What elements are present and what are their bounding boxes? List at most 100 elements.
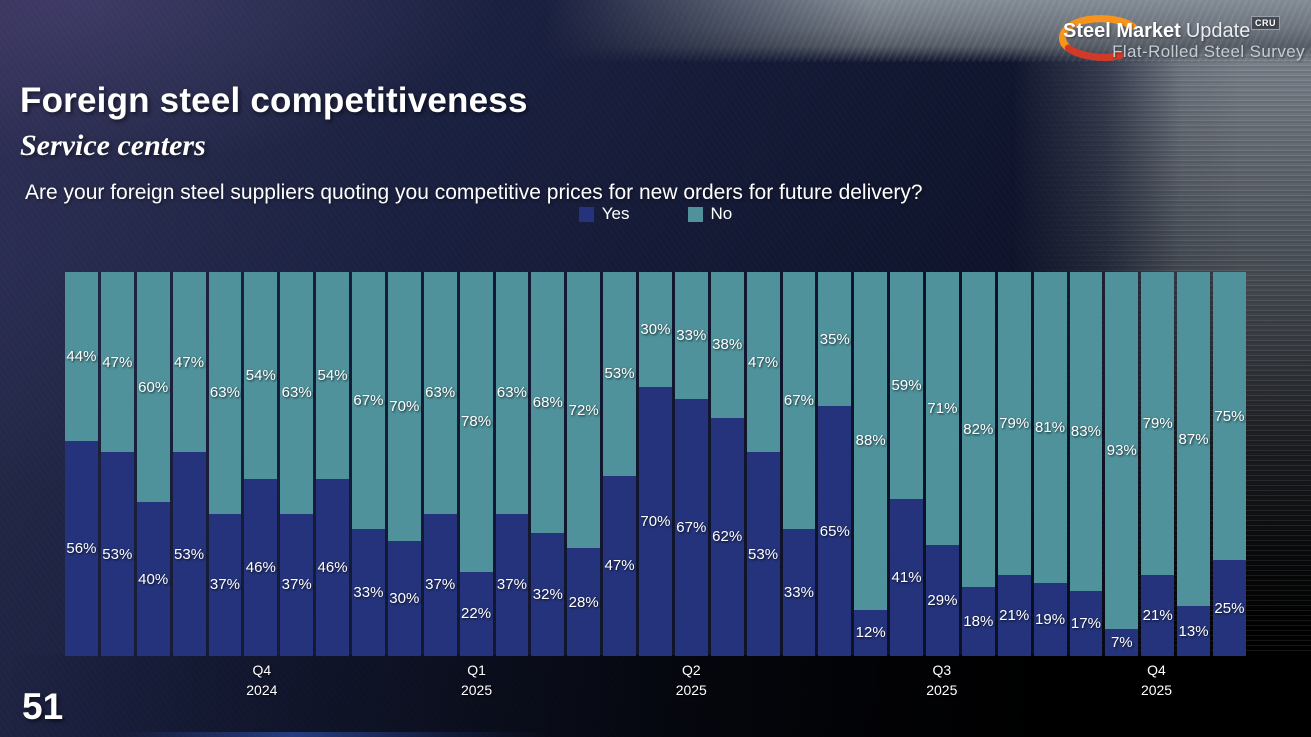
no-segment: 68%	[531, 272, 565, 534]
bar-group: 63% 37%	[423, 272, 457, 656]
no-segment: 38%	[710, 272, 744, 418]
no-segment: 79%	[997, 272, 1031, 576]
bar-group: 63% 37%	[495, 272, 529, 656]
yes-segment: 21%	[997, 575, 1031, 656]
no-value-label: 47%	[748, 353, 779, 371]
no-segment: 30%	[639, 272, 672, 388]
no-segment: 75%	[1213, 272, 1246, 560]
no-segment: 44%	[65, 272, 98, 441]
yes-value-label: 65%	[819, 522, 850, 540]
no-value-label: 67%	[783, 392, 814, 410]
yes-segment: 56%	[65, 440, 98, 656]
yes-value-label: 17%	[1070, 614, 1101, 632]
yes-value-label: 46%	[245, 559, 276, 577]
no-segment: 63%	[495, 272, 529, 514]
x-axis-quarter-label: Q2 2025	[675, 662, 707, 698]
no-segment: 82%	[961, 272, 995, 587]
x-axis-quarter-label: Q1 2025	[460, 662, 493, 698]
yes-value-label: 30%	[389, 589, 420, 607]
yes-value-label: 28%	[568, 593, 599, 611]
no-value-label: 63%	[425, 384, 456, 402]
no-value-label: 68%	[532, 394, 563, 412]
logo-swoosh-icon	[1059, 15, 1137, 61]
no-value-label: 71%	[927, 399, 958, 417]
yes-value-label: 67%	[676, 518, 707, 536]
bar-group: 79% 21%	[1141, 272, 1175, 656]
no-segment: 60%	[136, 272, 170, 503]
page-subtitle: Service centers	[20, 128, 206, 162]
no-segment: 67%	[352, 272, 385, 530]
legend-item-yes: Yes	[578, 204, 630, 224]
no-value-label: 67%	[353, 392, 384, 410]
no-value-label: 38%	[712, 336, 743, 354]
bar-group: 88% 12%	[854, 272, 888, 656]
yes-value-label: 13%	[1178, 622, 1209, 640]
bar-group: 72% 28%	[567, 272, 601, 656]
no-value-label: 63%	[281, 384, 312, 402]
bar-group: 30% 70%	[639, 272, 672, 656]
x-axis-year-label: 2025	[926, 682, 958, 698]
yes-value-label: 41%	[891, 568, 922, 586]
bar-group: 54% 46%	[316, 272, 349, 656]
no-segment: 70%	[387, 272, 421, 541]
yes-segment: 46%	[316, 479, 349, 656]
yes-segment: 37%	[495, 513, 529, 656]
no-segment: 59%	[890, 272, 923, 499]
yes-segment: 33%	[352, 529, 385, 656]
no-segment: 47%	[746, 272, 780, 453]
bar-group: 47% 53%	[172, 272, 206, 656]
yes-value-label: 62%	[712, 528, 743, 546]
bottom-accent-line	[120, 732, 550, 737]
no-value-label: 70%	[389, 397, 420, 415]
yes-value-label: 40%	[138, 570, 169, 588]
yes-value-label: 70%	[640, 513, 671, 531]
bar-group: 67% 33%	[352, 272, 385, 656]
no-value-label: 82%	[963, 420, 994, 438]
yes-segment: 53%	[746, 452, 780, 656]
no-segment: 67%	[782, 272, 816, 530]
yes-value-label: 29%	[927, 591, 958, 609]
yes-segment: 7%	[1105, 629, 1139, 656]
page-title: Foreign steel competitiveness	[20, 81, 528, 121]
yes-value-label: 25%	[1214, 599, 1245, 617]
no-color-swatch	[687, 206, 703, 222]
bar-group: 38% 62%	[710, 272, 744, 656]
no-segment: 54%	[316, 272, 349, 480]
no-value-label: 54%	[245, 367, 276, 385]
no-value-label: 53%	[604, 365, 635, 383]
yes-segment: 12%	[854, 609, 888, 656]
no-segment: 71%	[926, 272, 959, 545]
no-segment: 47%	[172, 272, 206, 453]
bar-group: 78% 22%	[459, 272, 493, 656]
no-value-label: 63%	[209, 384, 240, 402]
bar-group: 44% 56%	[65, 272, 98, 656]
yes-segment: 21%	[1141, 575, 1175, 656]
yes-value-label: 18%	[963, 612, 994, 630]
yes-segment: 22%	[459, 571, 493, 656]
no-segment: 93%	[1105, 272, 1139, 630]
yes-value-label: 47%	[604, 557, 635, 575]
no-value-label: 72%	[568, 401, 599, 419]
yes-segment: 47%	[603, 475, 636, 656]
yes-segment: 62%	[710, 417, 744, 656]
x-axis-quarter-label: Q3 2025	[926, 662, 958, 698]
no-segment: 47%	[100, 272, 134, 453]
bar-group: 60% 40%	[136, 272, 170, 656]
bar-group: 70% 30%	[387, 272, 421, 656]
yes-segment: 13%	[1177, 606, 1210, 656]
no-segment: 63%	[280, 272, 314, 514]
legend-item-no: No	[687, 204, 732, 224]
no-segment: 78%	[459, 272, 493, 572]
no-segment: 88%	[854, 272, 888, 610]
logo-tagline: Flat-Rolled Steel Survey	[1112, 42, 1305, 61]
yes-segment: 40%	[136, 502, 170, 656]
bar-group: 33% 67%	[674, 272, 708, 656]
x-axis-year-label: 2025	[460, 682, 493, 698]
yes-value-label: 21%	[999, 607, 1030, 625]
no-segment: 54%	[244, 272, 278, 480]
no-value-label: 54%	[317, 367, 348, 385]
yes-value-label: 33%	[353, 584, 384, 602]
yes-segment: 17%	[1069, 590, 1103, 656]
yes-value-label: 53%	[748, 545, 779, 563]
